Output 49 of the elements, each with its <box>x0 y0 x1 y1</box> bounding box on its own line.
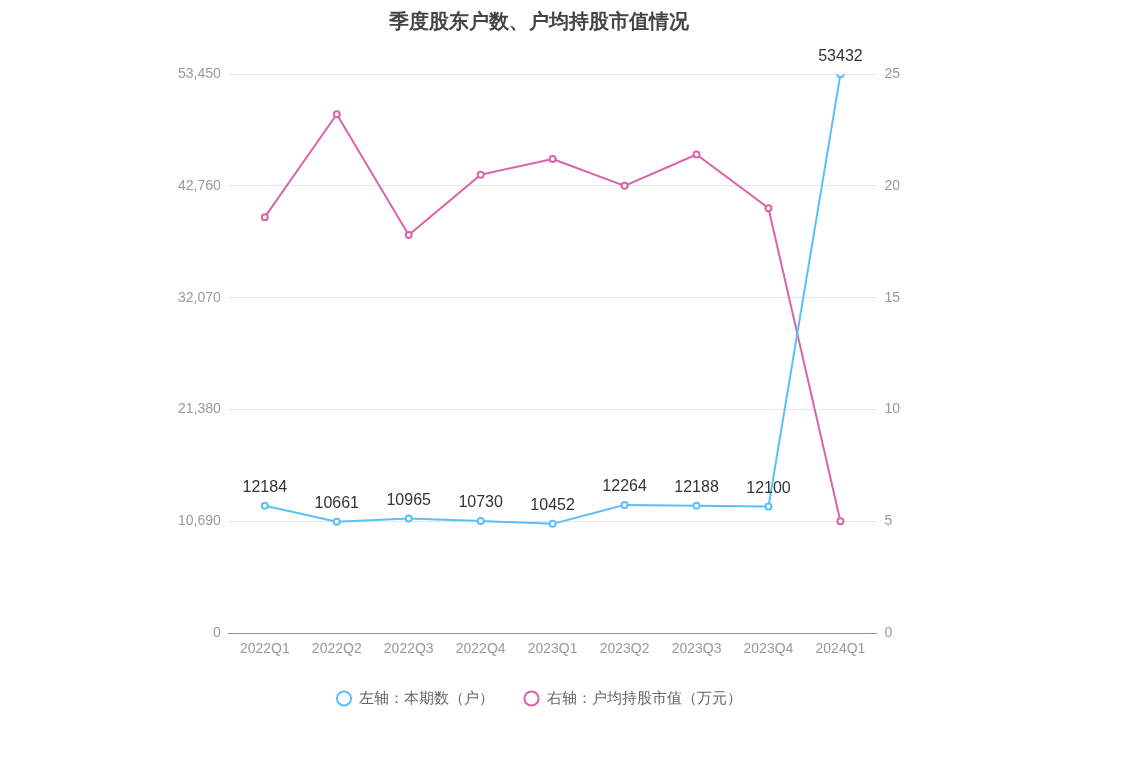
y-tick-label: 21,380 <box>177 400 222 417</box>
point <box>620 181 629 190</box>
point <box>764 204 773 213</box>
y2-tick-label: 0 <box>884 624 893 641</box>
x-tick-label: 2023Q2 <box>599 640 650 657</box>
y2-tick-label: 20 <box>884 176 901 193</box>
x-tick-label: 2022Q1 <box>239 640 290 657</box>
chart-title: 季度股东户数、户均持股市值情况 <box>388 9 690 32</box>
point <box>548 519 557 528</box>
point <box>332 517 341 526</box>
data-label: 12188 <box>674 478 719 496</box>
legend-label: 右轴：户均持股市值（万元） <box>546 688 742 706</box>
x-tick-label: 2023Q3 <box>671 640 722 657</box>
point <box>692 501 701 510</box>
data-label: 12184 <box>242 478 288 496</box>
point <box>476 170 485 179</box>
x-tick-label: 2022Q2 <box>311 640 362 657</box>
point <box>404 231 413 240</box>
legend-label: 左轴：本期数（户） <box>359 688 494 706</box>
y-tick-label: 32,070 <box>177 288 222 305</box>
x-tick-label: 2023Q4 <box>743 640 794 657</box>
y-tick-label: 53,450 <box>177 64 222 81</box>
point <box>764 502 773 511</box>
data-label: 12264 <box>602 477 647 495</box>
point <box>548 155 557 163</box>
point <box>692 150 701 159</box>
point <box>404 514 413 523</box>
y2-tick-label: 5 <box>884 512 893 529</box>
y2-tick-label: 25 <box>884 64 901 81</box>
point <box>260 213 269 222</box>
point <box>332 110 341 119</box>
point <box>260 501 269 510</box>
point <box>620 500 629 509</box>
data-label: 53432 <box>818 46 863 64</box>
y2-tick-label: 15 <box>884 288 901 305</box>
x-tick-label: 2022Q3 <box>383 640 434 657</box>
y-tick-label: 10,690 <box>177 512 222 529</box>
x-tick-label: 2024Q1 <box>815 640 866 657</box>
point <box>836 517 845 526</box>
data-label: 10730 <box>458 493 504 511</box>
data-label: 10965 <box>386 490 432 508</box>
point <box>476 516 485 525</box>
y-tick-label: 42,760 <box>177 176 222 193</box>
x-tick-label: 2022Q4 <box>455 640 506 657</box>
data-label: 10661 <box>314 494 360 512</box>
data-label: 10452 <box>530 496 575 514</box>
y2-tick-label: 10 <box>884 400 901 417</box>
x-tick-label: 2023Q1 <box>527 640 578 657</box>
y-tick-label: 0 <box>213 624 222 641</box>
